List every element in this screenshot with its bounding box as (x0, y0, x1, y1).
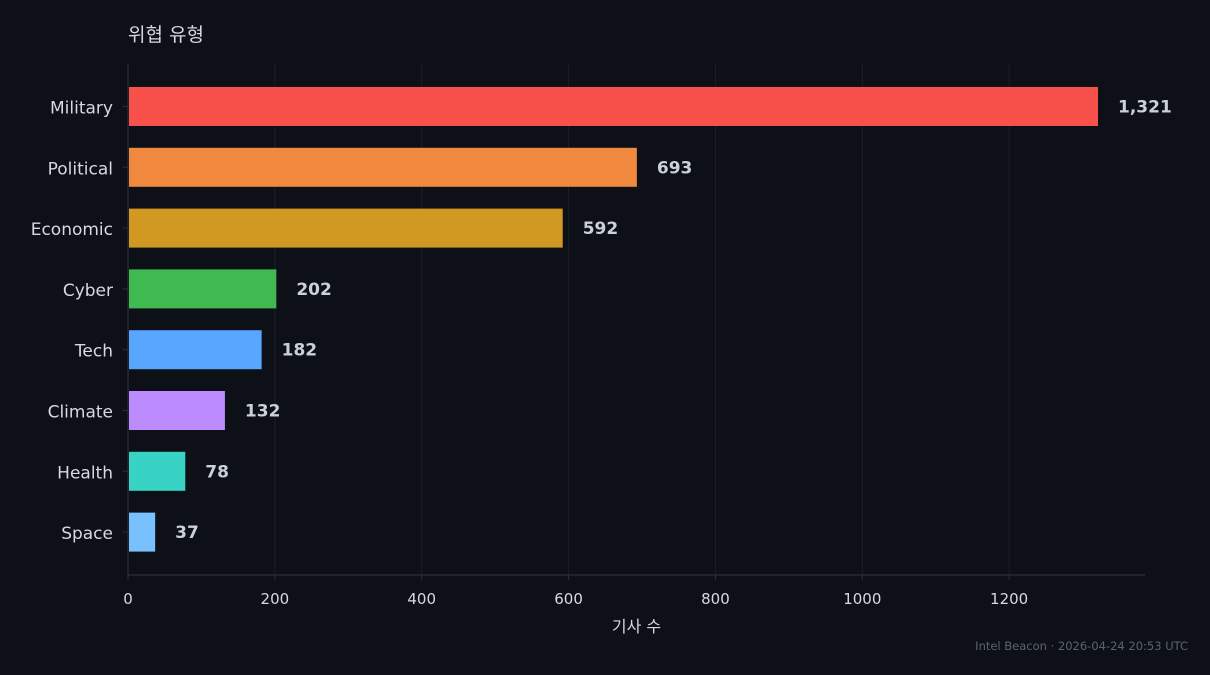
bar-climate (129, 391, 225, 430)
category-label-space: Space (61, 524, 113, 544)
x-tick-label: 1200 (990, 590, 1028, 608)
value-label-political: 693 (657, 158, 693, 178)
category-label-military: Military (50, 99, 113, 119)
bar-cyber (129, 269, 277, 309)
value-label-health: 78 (205, 462, 229, 482)
bar-space (129, 512, 156, 552)
value-label-cyber: 202 (296, 280, 332, 300)
bars (129, 87, 1099, 552)
chart-title: 위협 유형 (128, 24, 204, 46)
value-label-climate: 132 (245, 402, 280, 422)
value-label-economic: 592 (583, 219, 619, 239)
category-label-health: Health (57, 463, 113, 483)
category-label-climate: Climate (48, 403, 113, 423)
bar-political (129, 147, 637, 187)
bar-health (129, 451, 186, 491)
bar-military (129, 87, 1099, 126)
category-label-political: Political (48, 159, 113, 179)
y-tick-labels: Military Political Economic Cyber Tech Climat… (31, 99, 113, 545)
category-label-cyber: Cyber (63, 281, 113, 301)
bar-tech (129, 330, 262, 370)
x-tick-label: 600 (554, 590, 583, 608)
value-labels: 1,321 693 592 202 182 132 78 37 (175, 98, 1172, 544)
value-label-tech: 182 (282, 341, 318, 361)
axes (123, 64, 1145, 580)
x-tick-label: 0 (123, 590, 133, 608)
x-tick-label: 400 (407, 590, 436, 608)
bar-economic (129, 208, 563, 248)
footer-source: Intel Beacon · 2026-04-24 20:53 UTC (975, 639, 1188, 653)
category-label-economic: Economic (31, 220, 113, 240)
x-axis-title: 기사 수 (612, 617, 661, 636)
x-tick-label: 800 (701, 590, 730, 608)
grid-lines (274, 64, 1010, 575)
value-label-space: 37 (175, 523, 199, 543)
x-tick-labels: 0 200 400 600 800 1000 1200 (123, 590, 1028, 608)
x-tick-label: 200 (261, 590, 290, 608)
value-label-military: 1,321 (1118, 98, 1172, 118)
x-tick-label: 1000 (843, 590, 881, 608)
category-label-tech: Tech (74, 342, 113, 362)
